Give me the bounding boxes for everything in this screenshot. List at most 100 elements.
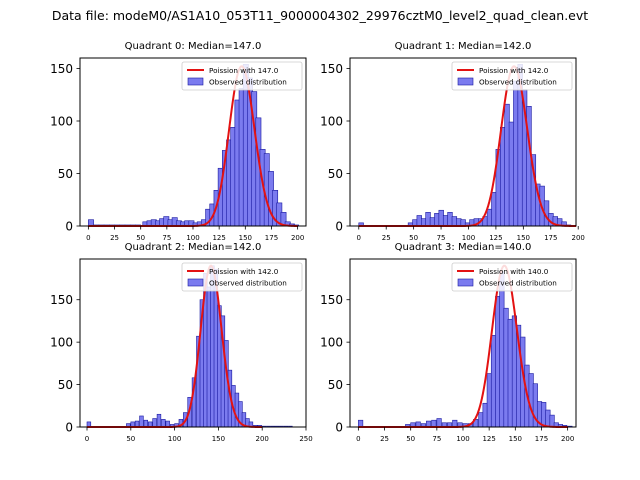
figure-title: Data file: modeM0/AS1A10_053T11_90000043…: [52, 8, 588, 23]
x-tick-label: 25: [380, 435, 389, 443]
histogram-bar: [499, 127, 506, 227]
x-tick-label: 125: [212, 234, 225, 242]
x-tick-label: 100: [456, 435, 469, 443]
histogram-bar: [486, 373, 492, 428]
histogram-bar: [152, 418, 157, 428]
histogram-bar: [545, 409, 551, 428]
histogram-bar: [434, 213, 440, 227]
legend-label-observed: Observed distribution: [479, 78, 557, 87]
x-tick-label: 0: [86, 234, 90, 242]
histogram-bar: [503, 307, 509, 428]
legend-bar-swatch: [187, 77, 204, 86]
histogram-bar: [156, 413, 162, 428]
histogram-bar: [513, 80, 519, 227]
axes-frame: [79, 258, 307, 428]
histogram-bar: [421, 218, 427, 227]
x-tick-label: 0: [356, 435, 360, 443]
histogram-bar: [486, 208, 493, 227]
histogram-bar: [438, 209, 444, 227]
y-tick-label: 150: [50, 293, 73, 307]
x-tick-label: 0: [357, 234, 361, 242]
x-tick-label: 100: [168, 435, 181, 443]
histogram-bar: [541, 402, 547, 428]
legend: Poission with 142.0 Observed distribution: [451, 61, 573, 91]
histogram-bar: [431, 419, 437, 428]
legend-label-poisson: Poission with 142.0: [209, 267, 279, 276]
x-tick-label: 125: [482, 435, 495, 443]
histogram-bar: [499, 271, 505, 428]
chart-title: Quadrant 3: Median=140.0: [395, 242, 532, 253]
legend-label-observed: Observed distribution: [209, 279, 287, 288]
legend-box: [451, 61, 573, 91]
chart-title: Quadrant 1: Median=142.0: [395, 41, 532, 52]
legend-box: [451, 262, 573, 292]
histogram-bar: [442, 215, 449, 227]
legend: Poission with 142.0 Observed distribution: [181, 262, 303, 292]
histogram-bar: [429, 217, 436, 227]
legend: Poission with 140.0 Observed distribution: [451, 262, 573, 292]
y-tick-label: 0: [65, 220, 73, 234]
x-tick-label: 50: [126, 435, 135, 443]
legend-label-poisson: Poission with 142.0: [479, 66, 549, 75]
x-tick-label: 175: [544, 234, 557, 242]
x-tick-label: 25: [110, 234, 119, 242]
y-tick-label: 150: [50, 62, 73, 76]
chart-title: Quadrant 0: Median=147.0: [125, 41, 262, 52]
histogram-bar: [436, 418, 442, 428]
x-tick-label: 100: [462, 234, 475, 242]
x-tick-label: 75: [162, 234, 171, 242]
histogram-bar: [508, 121, 515, 227]
histogram-bar: [490, 335, 497, 428]
x-tick-label: 150: [212, 435, 225, 443]
histogram-bar: [495, 296, 501, 428]
legend: Poission with 147.0 Observed distribution: [181, 61, 303, 91]
x-tick-label: 200: [256, 435, 269, 443]
legend-box: [181, 61, 303, 91]
legend-bar-swatch: [457, 278, 474, 287]
legend-label-observed: Observed distribution: [209, 78, 287, 87]
x-tick-label: 125: [489, 234, 502, 242]
histogram-bar: [528, 373, 534, 428]
quadrant-0-chart: Quadrant 0: Median=147.0 0 25 50 75 100 125 150…: [50, 41, 307, 242]
legend-label-poisson: Poission with 147.0: [209, 66, 279, 75]
y-tick-label: 50: [58, 167, 73, 181]
x-tick-label: 175: [265, 234, 278, 242]
quadrant-1-chart: Quadrant 1: Median=142.0 0 25 50 75 100 125 150…: [320, 41, 585, 242]
y-tick-label: 50: [58, 378, 73, 392]
histogram-bar: [161, 419, 166, 428]
y-tick-label: 0: [335, 421, 343, 435]
y-tick-label: 150: [320, 62, 343, 76]
x-tick-label: 50: [409, 234, 418, 242]
quadrant-3-chart: Quadrant 3: Median=140.0 0 25 50 75 100 125 150…: [320, 242, 577, 443]
histogram-bar: [358, 419, 364, 428]
histogram-bar: [478, 412, 484, 428]
x-tick-label: 175: [535, 435, 548, 443]
x-tick-label: 50: [406, 435, 415, 443]
y-tick-label: 50: [328, 167, 343, 181]
x-tick-label: 50: [136, 234, 145, 242]
legend-bar-swatch: [457, 77, 474, 86]
x-tick-label: 150: [509, 435, 522, 443]
histogram-bar: [507, 318, 513, 428]
axes-frame: [349, 57, 577, 227]
x-tick-label: 250: [299, 435, 312, 443]
histogram-bar: [511, 315, 517, 428]
legend-box: [181, 262, 303, 292]
x-tick-label: 75: [432, 435, 441, 443]
histogram-bar: [482, 402, 488, 428]
x-tick-label: 200: [561, 435, 574, 443]
x-tick-label: 75: [437, 234, 446, 242]
quadrant-2-chart: Quadrant 2: Median=142.0 0 50 100 150 200 250 0…: [50, 242, 313, 443]
x-tick-label: 25: [382, 234, 391, 242]
x-tick-label: 100: [186, 234, 199, 242]
histogram-bar: [139, 415, 144, 428]
legend-bar-swatch: [187, 278, 204, 287]
x-tick-label: 150: [517, 234, 530, 242]
x-tick-label: 150: [239, 234, 252, 242]
histogram-bar: [425, 212, 431, 227]
x-tick-label: 0: [85, 435, 89, 443]
histogram-bar: [549, 414, 555, 428]
histogram-bar: [447, 212, 453, 227]
histogram-bar: [456, 218, 462, 227]
